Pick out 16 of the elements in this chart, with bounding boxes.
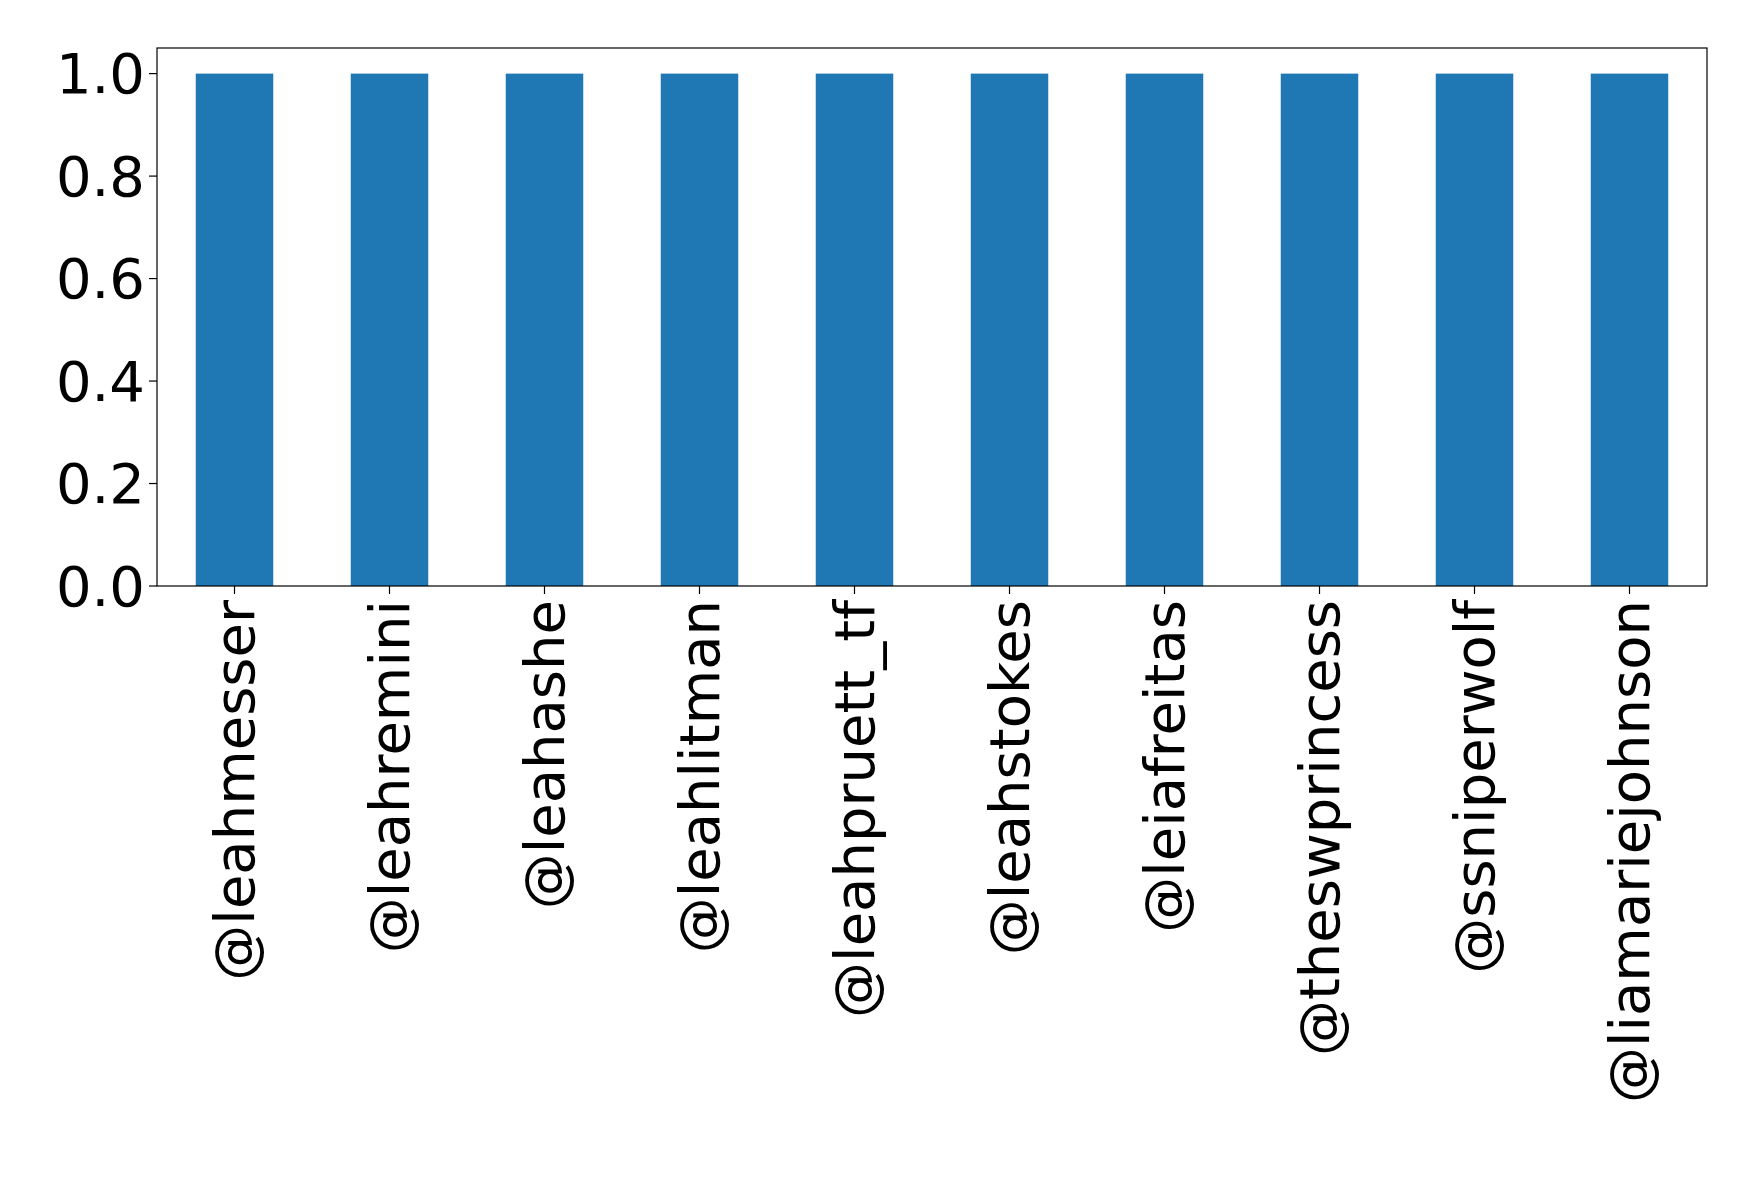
x-tick-label: @leahremini <box>357 600 423 954</box>
x-tick-label: @theswprincess <box>1287 600 1353 1057</box>
x-tick-label: @leahashe <box>512 600 578 910</box>
y-tick-label: 0.4 <box>55 348 145 414</box>
y-tick-label: 1.0 <box>55 41 145 107</box>
x-tick-label: @liamariejohnson <box>1597 600 1663 1104</box>
x-tick-label: @ssniperwolf <box>1442 598 1508 974</box>
y-tick-label: 0.8 <box>55 143 145 209</box>
x-tick-label: @leiafreitas <box>1132 600 1198 933</box>
x-tick-label: @leahlitman <box>667 600 733 954</box>
y-tick-label: 0.2 <box>55 451 145 517</box>
y-tick-label: 0.0 <box>55 553 145 619</box>
x-tick-label: @leahstokes <box>977 600 1043 956</box>
x-tick-label: @leahpruett_tf <box>822 598 888 1018</box>
x-tick-label: @leahmesser <box>202 599 268 981</box>
y-tick-label: 0.6 <box>55 246 145 312</box>
